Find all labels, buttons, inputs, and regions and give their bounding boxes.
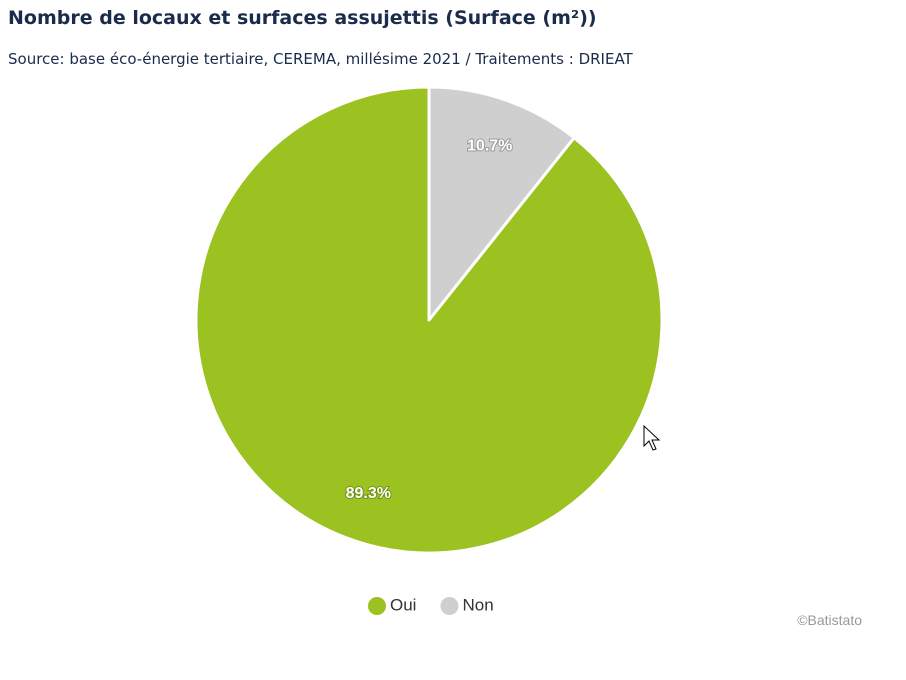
cursor (643, 424, 661, 451)
value-label: 89.3% (346, 485, 391, 502)
chart-title: Nombre de locaux et surfaces assujettis … (8, 7, 597, 29)
legend-label[interactable]: Non (462, 595, 493, 614)
legend-label[interactable]: Oui (390, 595, 416, 614)
legend-swatch (368, 597, 386, 615)
credit[interactable]: ©Batistato (797, 612, 862, 628)
pie-slice (427, 85, 576, 322)
legend-swatch (440, 597, 459, 615)
chart-subtitle: Source: base éco-énergie tertiaire, CERE… (8, 50, 634, 68)
value-label: 10.7% (467, 137, 512, 154)
